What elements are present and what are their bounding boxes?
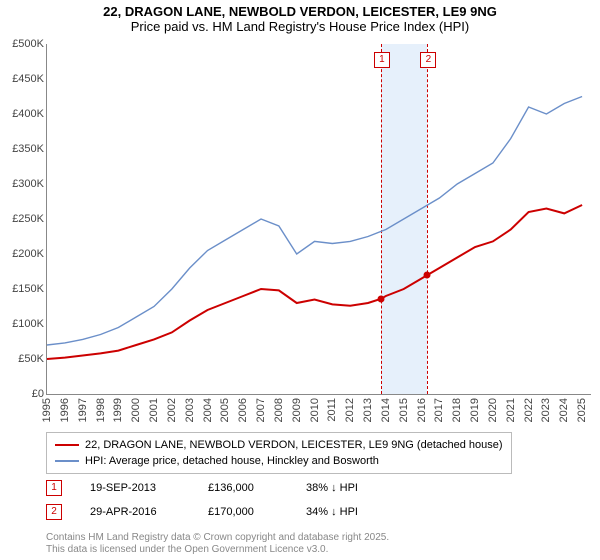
chart-svg: [47, 44, 591, 394]
ytick: £400K: [2, 108, 44, 120]
legend: 22, DRAGON LANE, NEWBOLD VERDON, LEICEST…: [46, 432, 512, 474]
sale-delta-1: 38% ↓ HPI: [306, 482, 358, 494]
xtick: 2009: [291, 398, 303, 422]
xtick: 2019: [469, 398, 481, 422]
ytick: £350K: [2, 143, 44, 155]
xtick: 2018: [451, 398, 463, 422]
xtick: 2020: [487, 398, 499, 422]
xtick: 1998: [95, 398, 107, 422]
series-hpi: [47, 97, 582, 346]
xtick: 2023: [540, 398, 552, 422]
legend-swatch-hpi: [55, 460, 79, 462]
xtick: 2010: [309, 398, 321, 422]
xtick: 1997: [77, 398, 89, 422]
footer-line1: Contains HM Land Registry data © Crown c…: [46, 532, 389, 544]
xtick: 1995: [41, 398, 53, 422]
legend-item-hpi: HPI: Average price, detached house, Hinc…: [55, 453, 503, 469]
xtick: 2004: [202, 398, 214, 422]
sale-price-2: £170,000: [208, 506, 278, 518]
ytick: £250K: [2, 213, 44, 225]
ytick: £100K: [2, 318, 44, 330]
sale-delta-2: 34% ↓ HPI: [306, 506, 358, 518]
footer-line2: This data is licensed under the Open Gov…: [46, 544, 389, 556]
xtick: 2011: [326, 398, 338, 422]
xtick: 2003: [184, 398, 196, 422]
xtick: 2006: [237, 398, 249, 422]
xtick: 2001: [148, 398, 160, 422]
xtick: 2008: [273, 398, 285, 422]
sale-marker-1: 1: [46, 480, 62, 496]
sale-marker-2: 2: [46, 504, 62, 520]
chart-title-line1: 22, DRAGON LANE, NEWBOLD VERDON, LEICEST…: [0, 0, 600, 19]
xtick: 2014: [380, 398, 392, 422]
chart-title-line2: Price paid vs. HM Land Registry's House …: [0, 19, 600, 38]
xtick: 2015: [398, 398, 410, 422]
xtick: 1996: [59, 398, 71, 422]
xtick: 2024: [558, 398, 570, 422]
xtick: 2007: [255, 398, 267, 422]
xtick: 2021: [505, 398, 517, 422]
series-property: [47, 205, 582, 359]
xtick: 2005: [219, 398, 231, 422]
legend-swatch-property: [55, 444, 79, 446]
xtick: 2013: [362, 398, 374, 422]
xtick: 2000: [130, 398, 142, 422]
chart-container: 22, DRAGON LANE, NEWBOLD VERDON, LEICEST…: [0, 0, 600, 560]
ytick: £500K: [2, 38, 44, 50]
xtick: 2025: [576, 398, 588, 422]
ytick: £150K: [2, 283, 44, 295]
ytick: £200K: [2, 248, 44, 260]
ytick: £450K: [2, 73, 44, 85]
xtick: 2016: [416, 398, 428, 422]
xtick: 1999: [112, 398, 124, 422]
sale-date-2: 29-APR-2016: [90, 506, 180, 518]
legend-label-property: 22, DRAGON LANE, NEWBOLD VERDON, LEICEST…: [85, 437, 503, 453]
xtick: 2017: [433, 398, 445, 422]
xtick: 2022: [523, 398, 535, 422]
legend-label-hpi: HPI: Average price, detached house, Hinc…: [85, 453, 379, 469]
xtick: 2002: [166, 398, 178, 422]
sale-row-2: 2 29-APR-2016 £170,000 34% ↓ HPI: [46, 504, 358, 520]
ytick: £300K: [2, 178, 44, 190]
footer: Contains HM Land Registry data © Crown c…: [46, 532, 389, 556]
ytick: £0: [2, 388, 44, 400]
sale-row-1: 1 19-SEP-2013 £136,000 38% ↓ HPI: [46, 480, 358, 496]
sale-date-1: 19-SEP-2013: [90, 482, 180, 494]
legend-item-property: 22, DRAGON LANE, NEWBOLD VERDON, LEICEST…: [55, 437, 503, 453]
sale-price-1: £136,000: [208, 482, 278, 494]
plot-area: 1 2: [46, 44, 591, 395]
sale-point-1: [377, 295, 384, 302]
ytick: £50K: [2, 353, 44, 365]
sale-point-2: [424, 272, 431, 279]
xtick: 2012: [344, 398, 356, 422]
